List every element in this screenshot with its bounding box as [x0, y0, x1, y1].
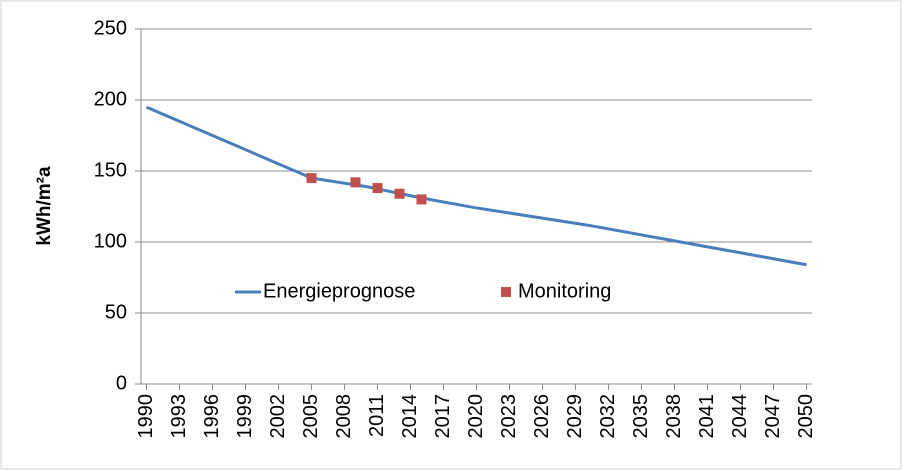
y-tick-label: 250	[94, 17, 127, 39]
x-tick-label: 2032	[597, 394, 619, 439]
legend-label: Energieprognose	[263, 280, 415, 302]
x-tick-label: 2044	[729, 394, 751, 439]
legend-swatch	[501, 287, 511, 297]
x-tick-label: 2011	[366, 394, 388, 437]
x-tick-label: 2014	[399, 394, 421, 439]
data-marker	[372, 183, 383, 194]
y-tick-label: 150	[94, 159, 127, 181]
data-marker	[350, 177, 361, 188]
x-tick-label: 2029	[564, 394, 586, 439]
data-marker	[306, 173, 317, 184]
x-tick-label: 2017	[432, 394, 454, 439]
x-tick-label: 2050	[795, 394, 817, 439]
y-axis-label: kWh/m²a	[34, 166, 55, 246]
x-tick-label: 1990	[135, 394, 157, 439]
x-tick-label: 2023	[498, 394, 520, 439]
y-tick-label: 0	[116, 372, 127, 394]
x-tick-label: 2035	[630, 394, 652, 439]
legend-label: Monitoring	[518, 280, 611, 302]
x-tick-label: 2002	[267, 394, 289, 439]
x-tick-label: 1999	[234, 394, 256, 439]
x-tick-label: 2026	[531, 394, 553, 439]
x-tick-label: 2005	[300, 394, 322, 439]
x-tick-label: 2047	[762, 394, 784, 439]
y-tick-label: 50	[105, 301, 127, 323]
x-tick-label: 2038	[663, 394, 685, 439]
data-marker	[416, 194, 427, 205]
x-tick-label: 1996	[201, 394, 223, 439]
y-tick-label: 100	[94, 230, 127, 252]
x-tick-label: 2008	[333, 394, 355, 439]
data-line	[145, 105, 807, 267]
x-tick-label: 2020	[465, 394, 487, 439]
data-marker	[394, 188, 405, 199]
y-tick-label: 200	[94, 88, 127, 110]
x-tick-label: 2041	[696, 394, 718, 439]
x-tick-label: 1993	[168, 394, 190, 439]
